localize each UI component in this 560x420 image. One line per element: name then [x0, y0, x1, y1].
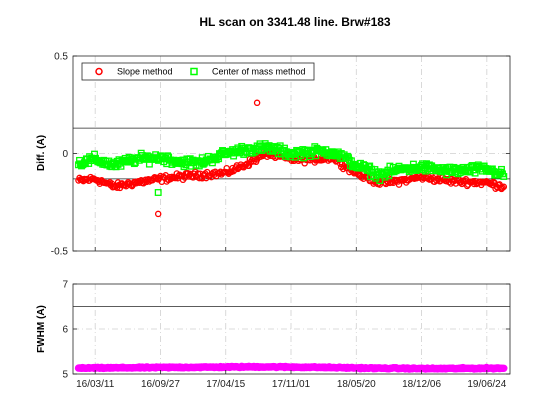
fwhm-data-marks	[74, 362, 508, 373]
com-point	[500, 173, 508, 180]
diff-panel: -0.5 0 0.5 Diff. (A) Slope method Center o…	[36, 52, 511, 258]
slope-outlier-0	[154, 210, 162, 218]
diff-y-ticks: -0.5 0 0.5	[51, 52, 510, 258]
com-point	[344, 152, 351, 160]
x-tick-label-6: 19/06/24	[467, 379, 506, 390]
slope-point	[499, 184, 506, 192]
diff-data-marks	[75, 99, 508, 218]
slope-outlier-1	[253, 99, 261, 107]
slope-point	[470, 180, 478, 188]
com-point	[180, 163, 188, 171]
fwhm-y-ticks: 5 6 7	[62, 280, 510, 381]
fwhm-x-ticks: 16/03/11 16/09/27 17/04/15 17/11/01 18/05/20…	[76, 370, 507, 390]
slope-point	[223, 164, 230, 172]
x-tick-label-1: 16/09/27	[141, 379, 180, 390]
fwhm-y-tick-label-2: 7	[62, 280, 68, 291]
legend-marker-com	[190, 67, 198, 76]
x-tick-label-5: 18/12/06	[402, 379, 441, 390]
com-outlier-0	[154, 189, 162, 196]
x-tick-label-3: 17/11/01	[272, 379, 311, 390]
com-point	[91, 150, 98, 158]
x-tick-label-4: 18/05/20	[337, 379, 376, 390]
diff-grid	[73, 56, 510, 251]
legend: Slope method Center of mass method	[81, 62, 315, 81]
fwhm-point	[500, 364, 508, 372]
slope-point	[452, 180, 460, 187]
legend-marker-slope	[95, 67, 103, 76]
legend-label-slope: Slope method	[117, 67, 173, 77]
slope-point	[490, 178, 497, 186]
x-tick-label-2: 17/04/15	[206, 379, 245, 390]
fwhm-y-tick-label-1: 6	[62, 325, 68, 336]
chart-title: HL scan on 3341.48 line. Brw#183	[199, 15, 391, 29]
fwhm-y-tick-label-0: 5	[62, 370, 68, 381]
slope-point	[500, 183, 508, 191]
fwhm-panel: 5 6 7 16/03/11 16/09/27 17/04/15 17/11/01 18/0…	[36, 280, 511, 390]
fwhm-grid	[73, 284, 510, 374]
legend-label-com: Center of mass method	[212, 67, 306, 77]
com-point	[498, 165, 505, 173]
diff-y-tick-label-2: 0.5	[54, 52, 68, 63]
diff-y-tick-label-1: 0	[62, 149, 68, 160]
legend-box	[81, 62, 315, 81]
x-tick-label-0: 16/03/11	[76, 379, 115, 390]
fwhm-y-axis-label: FWHM (A)	[36, 305, 47, 353]
diff-y-tick-label-0: -0.5	[51, 247, 69, 258]
diff-y-axis-label: Diff. (A)	[36, 135, 47, 171]
